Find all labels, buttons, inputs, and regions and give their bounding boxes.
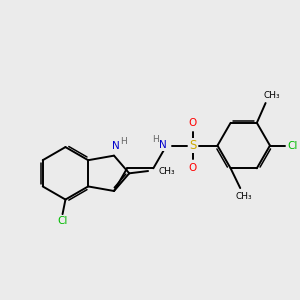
Text: S: S <box>189 139 196 152</box>
Text: CH₃: CH₃ <box>159 167 175 176</box>
Text: Cl: Cl <box>287 141 298 151</box>
Text: O: O <box>189 163 197 173</box>
Text: H: H <box>120 136 127 146</box>
Text: CH₃: CH₃ <box>236 192 253 201</box>
Text: Cl: Cl <box>57 216 68 226</box>
Text: N: N <box>159 140 167 150</box>
Text: N: N <box>112 141 119 151</box>
Text: H: H <box>152 135 159 144</box>
Text: O: O <box>189 118 197 128</box>
Text: CH₃: CH₃ <box>263 91 280 100</box>
